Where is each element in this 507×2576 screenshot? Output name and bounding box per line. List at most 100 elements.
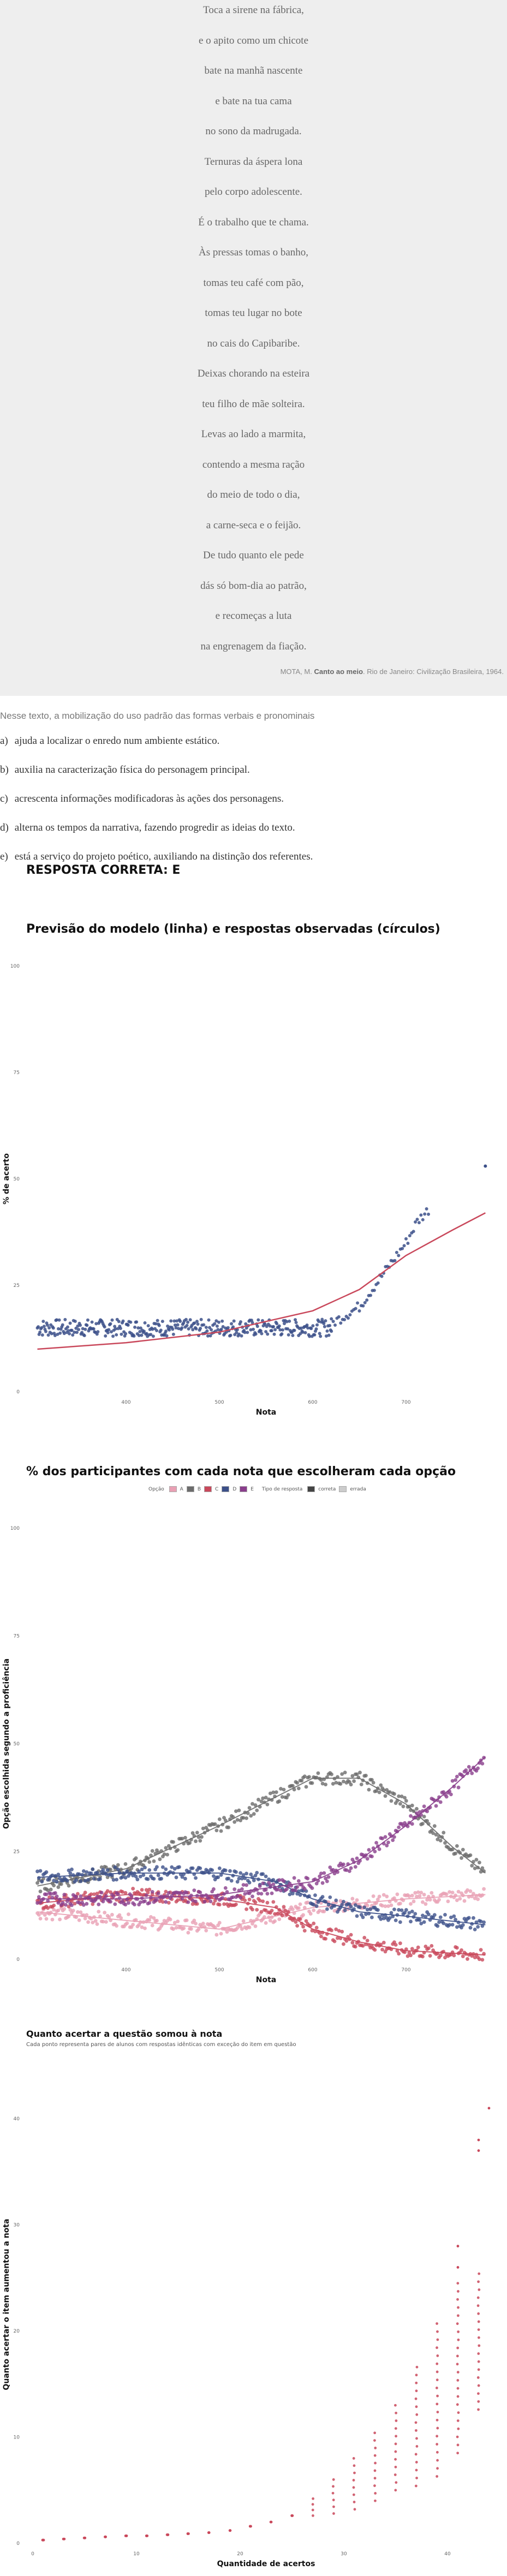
observed-point — [168, 1328, 171, 1332]
option-point-D — [417, 1918, 422, 1922]
poem-source: MOTA, M. Canto ao meio. Rio de Janeiro: … — [281, 667, 504, 676]
option-point-E — [198, 1891, 202, 1894]
option-point-D — [70, 1867, 74, 1871]
option-point-D — [164, 1867, 168, 1871]
option-point-D — [399, 1908, 404, 1912]
option-point-D — [180, 1875, 184, 1879]
option-point-B — [461, 1847, 465, 1852]
observed-point — [118, 1326, 122, 1330]
option-point-E — [456, 1785, 461, 1790]
option-point-E — [49, 1892, 53, 1896]
observed-point — [58, 1331, 62, 1335]
observed-point — [287, 1333, 290, 1337]
observed-point — [299, 1326, 303, 1330]
alternative-item[interactable]: e) está a serviço do projeto poético, au… — [0, 851, 313, 863]
option-point-A — [264, 1921, 268, 1925]
gain-point — [42, 2538, 45, 2542]
alternative-letter: c) — [0, 793, 8, 804]
option-point-B — [41, 1876, 45, 1881]
option-point-D — [241, 1873, 246, 1877]
observed-point — [194, 1327, 198, 1331]
option-point-A — [301, 1913, 305, 1917]
option-point-A — [308, 1912, 313, 1916]
option-point-A — [217, 1921, 222, 1925]
option-point-B — [282, 1787, 286, 1792]
option-point-A — [425, 1898, 430, 1902]
option-point-C — [280, 1913, 284, 1918]
alternative-item[interactable]: d) alterna os tempos da narrativa, fazen… — [0, 822, 295, 834]
option-point-E — [135, 1897, 140, 1901]
observed-point — [166, 1324, 170, 1328]
option-point-B — [454, 1851, 458, 1856]
observed-point — [57, 1327, 61, 1331]
option-point-D — [379, 1917, 383, 1921]
option-point-A — [68, 1907, 73, 1912]
option-point-E — [314, 1881, 319, 1886]
option-point-E — [455, 1774, 459, 1779]
option-point-A — [268, 1918, 272, 1923]
observed-point — [195, 1320, 199, 1323]
option-point-D — [421, 1913, 425, 1918]
alternative-item[interactable]: a) ajuda a localizar o enredo num ambien… — [0, 735, 219, 747]
observed-point — [313, 1333, 317, 1337]
option-point-B — [180, 1836, 184, 1841]
option-point-C — [473, 1955, 477, 1959]
option-point-C — [52, 1903, 56, 1907]
observed-point — [46, 1323, 50, 1327]
option-point-B — [219, 1829, 223, 1833]
option-point-C — [243, 1898, 247, 1903]
gain-point — [63, 2537, 66, 2541]
observed-point — [46, 1333, 50, 1337]
option-point-D — [138, 1874, 142, 1879]
option-point-A — [37, 1913, 41, 1917]
option-point-B — [421, 1822, 425, 1826]
observed-point — [111, 1334, 115, 1338]
observed-point — [202, 1323, 206, 1327]
observed-point — [86, 1318, 90, 1322]
option-point-C — [166, 1901, 171, 1905]
option-point-C — [298, 1917, 302, 1921]
observed-point — [288, 1319, 291, 1323]
option-point-D — [253, 1874, 258, 1877]
option-point-E — [265, 1892, 270, 1896]
option-point-B — [399, 1794, 404, 1798]
alternative-item[interactable]: c) acrescenta informações modificadoras … — [0, 793, 284, 805]
gain-point — [374, 2491, 377, 2495]
option-point-C — [428, 1954, 432, 1958]
legend-type-label: Tipo de resposta — [261, 1487, 303, 1492]
option-point-D — [424, 1915, 428, 1919]
gain-point — [456, 2378, 460, 2382]
option-point-A — [93, 1919, 98, 1923]
option-point-A — [365, 1903, 369, 1907]
option-point-A — [476, 1897, 480, 1901]
observed-point — [216, 1328, 220, 1332]
x-axis-label: Nota — [256, 1976, 276, 1984]
option-point-C — [244, 1907, 248, 1911]
option-point-D — [389, 1911, 393, 1915]
observed-point — [38, 1330, 42, 1334]
option-point-A — [107, 1915, 111, 1919]
option-point-D — [143, 1865, 147, 1870]
option-point-E — [353, 1865, 357, 1869]
option-line-E — [37, 1756, 486, 1900]
option-point-C — [336, 1936, 339, 1940]
option-point-A — [410, 1893, 414, 1898]
option-point-D — [92, 1877, 96, 1881]
observed-point — [177, 1327, 181, 1331]
alternative-text: acrescenta informações modificadoras às … — [12, 793, 284, 804]
option-point-C — [222, 1902, 226, 1906]
gain-point — [478, 2288, 481, 2291]
option-point-B — [280, 1795, 284, 1799]
gain-point — [477, 2138, 480, 2142]
alternative-item[interactable]: b) auxilia na caracterização física do p… — [0, 764, 250, 776]
option-point-C — [455, 1946, 459, 1950]
observed-point — [151, 1327, 154, 1331]
option-point-B — [338, 1782, 343, 1786]
option-point-E — [268, 1883, 272, 1888]
observed-point — [246, 1331, 249, 1334]
option-point-D — [237, 1876, 241, 1881]
observed-point — [55, 1318, 58, 1322]
option-point-E — [383, 1835, 387, 1839]
option-point-E — [35, 1901, 39, 1905]
gain-point — [352, 2493, 355, 2496]
